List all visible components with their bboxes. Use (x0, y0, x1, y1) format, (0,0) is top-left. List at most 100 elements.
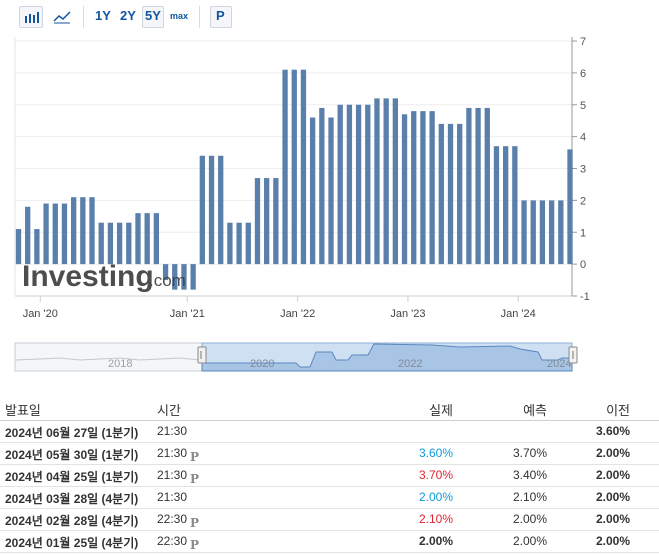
preliminary-icon: P (190, 538, 200, 552)
release-date: 2024년 05월 30일 (1분기) (5, 448, 139, 462)
p-button[interactable]: P (216, 8, 225, 23)
bar (355, 104, 362, 265)
bar (144, 213, 150, 265)
bar-chart-button[interactable] (19, 6, 43, 28)
bar (52, 203, 58, 265)
bar (34, 229, 40, 265)
preliminary-icon: P (190, 516, 200, 530)
navigator-history-line (14, 357, 201, 361)
bar (530, 200, 536, 265)
bar (337, 104, 343, 265)
previous-value: 2.00% (595, 534, 630, 548)
release-time: 22:30 P (157, 534, 200, 552)
x-tick-label: Jan '23 (390, 308, 425, 320)
bar (199, 155, 205, 265)
chart-toolbar: 1Y 2Y 5Y max P (0, 0, 659, 34)
bar (208, 155, 215, 265)
bar (383, 98, 389, 265)
watermark-text: Investing (22, 260, 154, 293)
header-date: 발표일 (5, 403, 41, 418)
bar (475, 107, 481, 265)
forecast-value: 2.00% (512, 512, 547, 526)
navigator-left-handle[interactable] (197, 346, 207, 364)
x-tick-label: Jan '24 (501, 308, 536, 320)
bar (558, 200, 564, 265)
bar (153, 213, 160, 265)
range-5y-button[interactable]: 5Y (145, 8, 161, 23)
watermark-domain: .com (149, 271, 186, 290)
previous-value: 2.00% (595, 490, 630, 504)
table-row: 2024년 04월 25일 (1분기) 21:30 P 3.70% 3.40% 2.00% (0, 464, 659, 487)
previous-value: 3.60% (595, 424, 630, 438)
bar (80, 197, 86, 265)
bar (319, 107, 325, 265)
release-date: 2024년 04월 25일 (1분기) (5, 470, 139, 484)
bar (89, 197, 95, 265)
bar (548, 200, 555, 265)
release-time: 21:30 (157, 424, 188, 438)
bar (25, 206, 31, 265)
bar (227, 222, 233, 265)
range-1y-button[interactable]: 1Y (95, 8, 111, 23)
table-row: 2024년 06월 27일 (1분기) 21:30 3.60% (0, 420, 659, 443)
release-date: 2024년 02월 28일 (4분기) (5, 514, 139, 528)
toolbar-separator (199, 6, 200, 28)
y-tick-label: 1 (580, 227, 586, 239)
y-axis: -1 0 1 2 3 4 5 6 7 (572, 36, 590, 303)
forecast-value: 2.00% (512, 534, 547, 548)
bar (218, 155, 224, 265)
y-tick-label: 2 (580, 195, 586, 207)
bar (291, 69, 297, 265)
line-chart-button[interactable] (49, 6, 73, 28)
navigator-year-2018: 2018 (108, 358, 132, 370)
bar (135, 213, 141, 265)
range-5y-button-bg[interactable] (142, 6, 164, 28)
bar (429, 111, 435, 265)
bar (484, 107, 490, 265)
forecast-value: 2.10% (512, 490, 547, 504)
y-tick-label: 3 (580, 164, 586, 176)
header-actual: 실제 (429, 403, 453, 418)
bars (15, 69, 573, 290)
bar (15, 229, 22, 265)
release-time: 21:30 (157, 490, 188, 504)
x-axis: Jan '20 Jan '21 Jan '22 Jan '23 Jan '24 (23, 296, 536, 320)
navigator-series (201, 343, 573, 372)
navigator[interactable]: 2018 2020 2022 2024 (14, 342, 578, 372)
bar (346, 104, 353, 265)
bar (447, 123, 454, 265)
preliminary-icon: P (190, 450, 200, 464)
bar (521, 200, 527, 265)
release-time: 22:30 P (157, 512, 200, 530)
table-row: 2024년 02월 28일 (4분기) 22:30 P 2.10% 2.00% 2.00% (0, 508, 659, 531)
preliminary-icon: P (190, 472, 200, 486)
bar (300, 69, 307, 265)
previous-value: 2.00% (595, 446, 630, 460)
release-time: 21:30 P (157, 446, 200, 464)
p-button-bg[interactable] (210, 6, 232, 28)
header-time: 시간 (157, 403, 181, 418)
bar (172, 264, 178, 290)
release-date: 2024년 01월 25일 (4분기) (5, 536, 139, 550)
bar (457, 123, 463, 265)
navigator-year-2022: 2022 (398, 358, 422, 370)
bar (365, 104, 371, 265)
table-row: 2024년 01월 25일 (4분기) 22:30 P 2.00% 2.00% 2.00% (0, 530, 659, 553)
y-tick-label: 0 (580, 259, 586, 271)
range-max-button[interactable]: max (170, 11, 189, 21)
actual-value: 3.70% (418, 468, 453, 482)
bar-chart-icon (25, 12, 39, 23)
bar (539, 200, 546, 265)
y-tick-label: -1 (580, 291, 590, 303)
bar (493, 146, 500, 265)
bar (126, 222, 132, 265)
x-tick-label: Jan '20 (23, 308, 58, 320)
bar (162, 264, 169, 281)
range-2y-button[interactable]: 2Y (120, 8, 136, 23)
line-chart-icon (53, 11, 71, 24)
bar (254, 178, 261, 265)
previous-value: 2.00% (595, 512, 630, 526)
release-date: 2024년 03월 28일 (4분기) (5, 492, 139, 506)
x-tick-label: Jan '21 (170, 308, 205, 320)
navigator-year-2020: 2020 (250, 358, 274, 370)
